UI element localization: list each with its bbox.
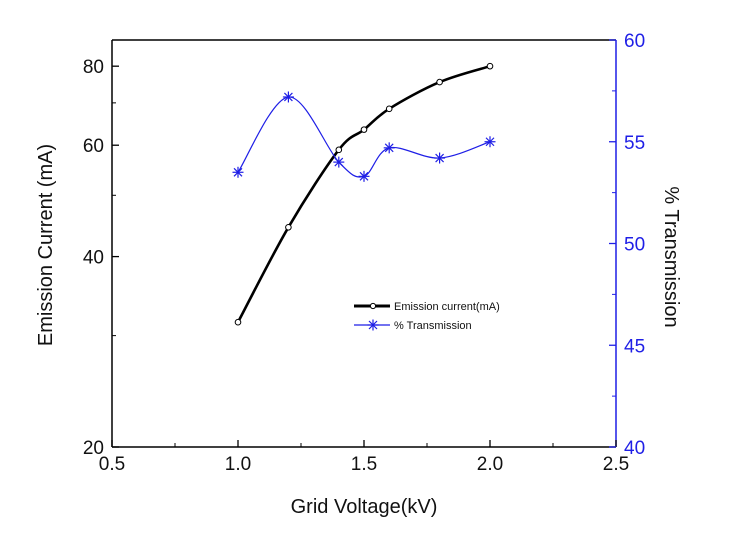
- emission-current-point-5: [436, 78, 443, 86]
- transmission-point-1: [282, 91, 294, 103]
- transmission-point-0: [232, 166, 244, 178]
- right-y-axis-title: % Transmission: [660, 186, 682, 327]
- x-tick-label-2: 1.5: [351, 454, 377, 475]
- x-tick-label-0: 0.5: [99, 454, 125, 475]
- right-y-tick-label-0: 40: [624, 438, 645, 459]
- x-tick-label-4: 2.5: [603, 454, 629, 475]
- left-y-tick-label-1: 40: [83, 248, 104, 269]
- left-y-axis-title: Emission Current (mA): [35, 144, 57, 346]
- ticks-layer: 0.5 1.0 1.5 2.0 2.5 20 40 60 80 40 45 50 55 60: [83, 31, 645, 475]
- plot-frame-group: [111, 39, 617, 448]
- transmission-point-3: [358, 170, 370, 182]
- transmission-point-6: [484, 136, 496, 148]
- left-y-tick-label-3: 80: [83, 57, 104, 78]
- right-y-tick-label-1: 45: [624, 336, 645, 357]
- x-axis-title: Grid Voltage(kV): [291, 496, 438, 518]
- emission-current-point-1: [285, 224, 292, 231]
- series-layer: [232, 62, 496, 326]
- legend-marker-emission: [369, 302, 377, 310]
- transmission-point-2: [333, 156, 345, 168]
- x-tick-label-3: 2.0: [477, 454, 503, 475]
- transmission-point-4: [383, 142, 395, 154]
- x-tick-label-1: 1.0: [225, 454, 251, 475]
- transmission-line: [237, 96, 491, 178]
- emission-current-point-6: [486, 62, 494, 70]
- right-y-tick-label-4: 60: [624, 31, 645, 52]
- left-y-tick-label-0: 20: [83, 438, 104, 459]
- emission-current-point-2: [335, 146, 343, 154]
- emission-current-line: [236, 64, 491, 323]
- legend-marker-transmission: [367, 319, 379, 331]
- transmission-point-5: [434, 152, 446, 164]
- right-y-tick-label-2: 50: [624, 235, 645, 256]
- emission-current-point-4: [385, 105, 393, 113]
- left-y-tick-label-2: 60: [83, 136, 104, 157]
- emission-current-point-0: [234, 318, 242, 326]
- legend-label-transmission: % Transmission: [394, 320, 472, 332]
- right-y-tick-label-3: 55: [624, 133, 645, 154]
- legend: Emission current(mA) % Transmission: [354, 301, 500, 332]
- emission-current-point-3: [360, 126, 368, 133]
- legend-asterisk: [367, 319, 379, 331]
- legend-label-emission: Emission current(mA): [394, 301, 500, 313]
